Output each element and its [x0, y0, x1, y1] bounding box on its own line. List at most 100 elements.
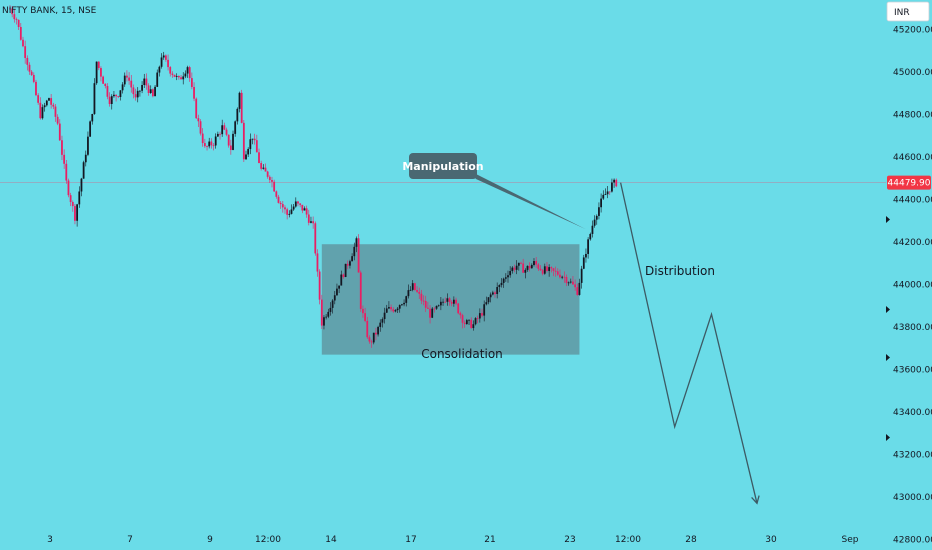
time-tick-label: 21 — [484, 535, 495, 545]
candle-body — [379, 322, 382, 327]
time-tick-label: Sep — [842, 535, 859, 545]
candle-body — [97, 61, 100, 69]
candle-body — [431, 308, 434, 318]
candle-body — [349, 261, 351, 266]
candle-body — [611, 182, 613, 192]
candle-body — [489, 294, 492, 298]
candle-body — [377, 326, 379, 335]
candle-body — [457, 303, 460, 314]
candle-body — [561, 276, 564, 278]
price-tick-label: 43400.00 — [893, 408, 932, 418]
candle-body — [221, 125, 224, 135]
candle-body — [74, 206, 76, 221]
candle-body — [580, 268, 583, 283]
candle-body — [465, 320, 468, 324]
candle-body — [134, 94, 137, 98]
price-tick-label: 44600.00 — [893, 153, 932, 163]
candle-body — [35, 81, 37, 96]
candle-body — [290, 209, 293, 214]
candle-body — [472, 324, 475, 329]
currency-button[interactable] — [886, 1, 930, 22]
time-axis[interactable]: 3 7 9 12:00 14 17 21 23 12:00 28 30 Sep — [47, 535, 859, 545]
candle-body — [136, 90, 139, 98]
candle-body — [30, 71, 33, 75]
candle-body — [548, 267, 551, 271]
time-tick-label: 28 — [685, 535, 697, 545]
candle-body — [563, 276, 566, 278]
candle-body — [478, 313, 481, 319]
symbol-header: NIFTY BANK, 15, NSE — [2, 6, 97, 16]
candle-body — [117, 96, 120, 98]
candle-body — [411, 283, 414, 290]
candle-body — [216, 133, 219, 137]
candle-body — [554, 270, 557, 272]
candle-body — [156, 72, 159, 87]
candle-body — [277, 196, 280, 203]
candle-body — [424, 300, 427, 308]
candle-body — [84, 154, 87, 163]
candle-body — [206, 146, 208, 147]
candle-body — [507, 275, 509, 278]
axis-marker-icon — [886, 306, 890, 313]
candle-body — [446, 298, 449, 302]
candle-body — [52, 104, 55, 107]
candle-body — [485, 302, 488, 305]
distribution-projection-path[interactable] — [619, 182, 758, 504]
price-axis[interactable]: 45200.00 45000.00 44800.00 44600.00 44400.00… — [893, 26, 932, 546]
price-tick-label: 44000.00 — [893, 281, 932, 291]
price-tick-label: 44400.00 — [893, 196, 932, 206]
candle-body — [537, 264, 540, 269]
axis-marker-icon — [886, 354, 890, 361]
candle-body — [214, 136, 217, 146]
candle-body — [152, 89, 154, 97]
candle-body — [54, 106, 57, 117]
candle-body — [613, 179, 615, 183]
axis-marker-icon — [886, 434, 890, 441]
candle-body — [203, 143, 206, 147]
candle-body — [346, 263, 349, 266]
current-price-tag — [887, 175, 931, 190]
candle-body — [26, 57, 29, 65]
time-tick-label: 3 — [47, 535, 53, 545]
candle-body — [37, 95, 40, 103]
candle-body — [271, 180, 273, 182]
candle-body — [418, 291, 421, 294]
candle-body — [409, 289, 412, 291]
candle-body — [416, 290, 418, 292]
candle-body — [491, 292, 494, 295]
candle-body — [520, 262, 522, 264]
price-tick-label: 45000.00 — [893, 68, 932, 78]
candle-body — [511, 267, 514, 272]
candle-body — [11, 8, 14, 15]
candle-body — [195, 98, 198, 119]
candle-body — [500, 282, 503, 286]
candle-body — [396, 308, 399, 311]
candle-body — [392, 309, 395, 312]
candle-body — [450, 302, 453, 304]
candle-body — [13, 14, 16, 20]
candle-body — [524, 269, 527, 273]
candle-body — [24, 46, 27, 58]
candle-body — [130, 80, 133, 88]
candle-body — [323, 317, 325, 326]
candle-body — [110, 96, 113, 104]
candle-body — [242, 122, 245, 160]
candle-body — [565, 277, 568, 283]
candle-body — [229, 145, 232, 150]
manipulation-callout-box[interactable] — [409, 153, 477, 179]
candle-body — [19, 26, 22, 40]
candle-body — [234, 121, 237, 134]
candle-body — [186, 67, 189, 74]
candle-body — [559, 274, 561, 278]
candle-body — [314, 223, 317, 254]
price-tick-label: 45200.00 — [893, 26, 932, 36]
candle-body — [247, 148, 250, 155]
candle-body — [58, 123, 61, 141]
candle-body — [336, 288, 338, 296]
candle-body — [128, 77, 130, 81]
candle-body — [184, 73, 187, 77]
candle-body — [442, 301, 444, 303]
candle-body — [448, 298, 451, 303]
